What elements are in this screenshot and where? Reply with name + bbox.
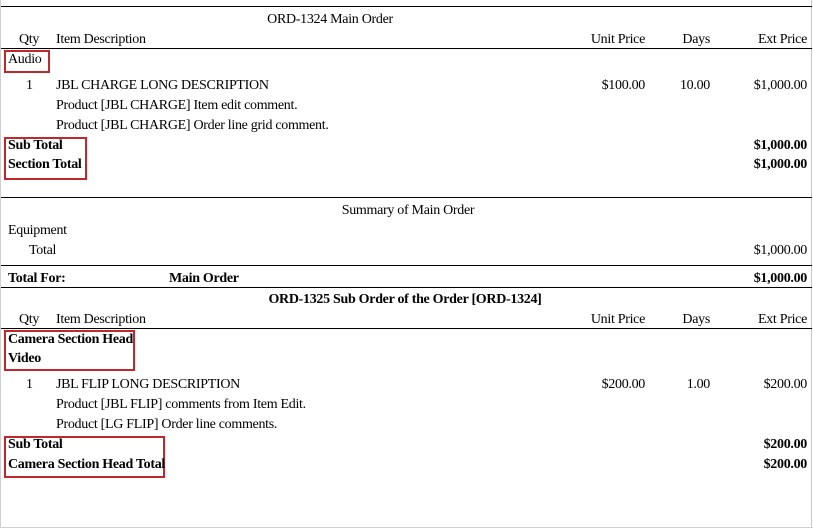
summary-total-label: Total (29, 243, 57, 258)
section-total-value: $200.00 (763, 457, 808, 472)
sub-total-label: Sub Total (8, 138, 63, 153)
section-label: Audio (8, 52, 42, 67)
order-title: ORD-1325 Sub Order of the Order [ORD-132… (268, 292, 542, 307)
item-description: JBL FLIP LONG DESCRIPTION (56, 377, 240, 392)
col-days: Days (682, 32, 710, 47)
item-comment: Product [JBL CHARGE] Item edit comment. (56, 98, 298, 113)
item-days: 10.00 (679, 78, 710, 93)
highlight-box (4, 137, 87, 180)
divider (1, 328, 812, 329)
item-description: JBL CHARGE LONG DESCRIPTION (56, 78, 269, 93)
item-comment: Product [JBL CHARGE] Order line grid com… (56, 118, 329, 133)
item-ext-price: $200.00 (763, 377, 808, 392)
item-qty: 1 (26, 78, 33, 93)
item-ext-price: $1,000.00 (753, 78, 808, 93)
col-days: Days (682, 312, 710, 327)
divider (1, 6, 812, 7)
total-for-name: Main Order (169, 271, 239, 286)
summary-category: Equipment (8, 223, 67, 238)
page-edge (811, 0, 812, 527)
order-title: ORD-1324 Main Order (267, 12, 393, 27)
summary-total-value: $1,000.00 (753, 243, 808, 258)
divider (1, 265, 812, 266)
col-ext-price: Ext Price (757, 312, 807, 327)
section-total-label: Camera Section Head Total (8, 457, 165, 472)
item-unit-price: $200.00 (601, 377, 646, 392)
col-qty: Qty (19, 32, 40, 47)
total-for-label: Total For: (8, 271, 66, 286)
highlight-box (4, 50, 50, 73)
summary-title: Summary of Main Order (341, 203, 475, 218)
col-description: Item Description (56, 32, 146, 47)
highlight-box (4, 330, 135, 371)
sub-total-value: $200.00 (763, 437, 808, 452)
item-qty: 1 (26, 377, 33, 392)
sub-total-label: Sub Total (8, 437, 63, 452)
item-comment: Product [LG FLIP] Order line comments. (56, 417, 278, 432)
col-description: Item Description (56, 312, 146, 327)
item-days: 1.00 (686, 377, 711, 392)
highlight-box (4, 436, 165, 478)
item-unit-price: $100.00 (601, 78, 646, 93)
col-unit-price: Unit Price (590, 312, 645, 327)
section-head-label: Camera Section Head (8, 332, 133, 347)
col-unit-price: Unit Price (590, 32, 645, 47)
item-comment: Product [JBL FLIP] comments from Item Ed… (56, 397, 306, 412)
divider (1, 197, 812, 198)
sub-total-value: $1,000.00 (753, 138, 808, 153)
section-total-value: $1,000.00 (753, 157, 808, 172)
section-total-label: Section Total (8, 157, 82, 172)
total-for-value: $1,000.00 (753, 271, 808, 286)
divider (1, 287, 812, 288)
col-ext-price: Ext Price (757, 32, 807, 47)
col-qty: Qty (19, 312, 40, 327)
section-label: Video (8, 351, 41, 366)
divider (1, 48, 812, 49)
